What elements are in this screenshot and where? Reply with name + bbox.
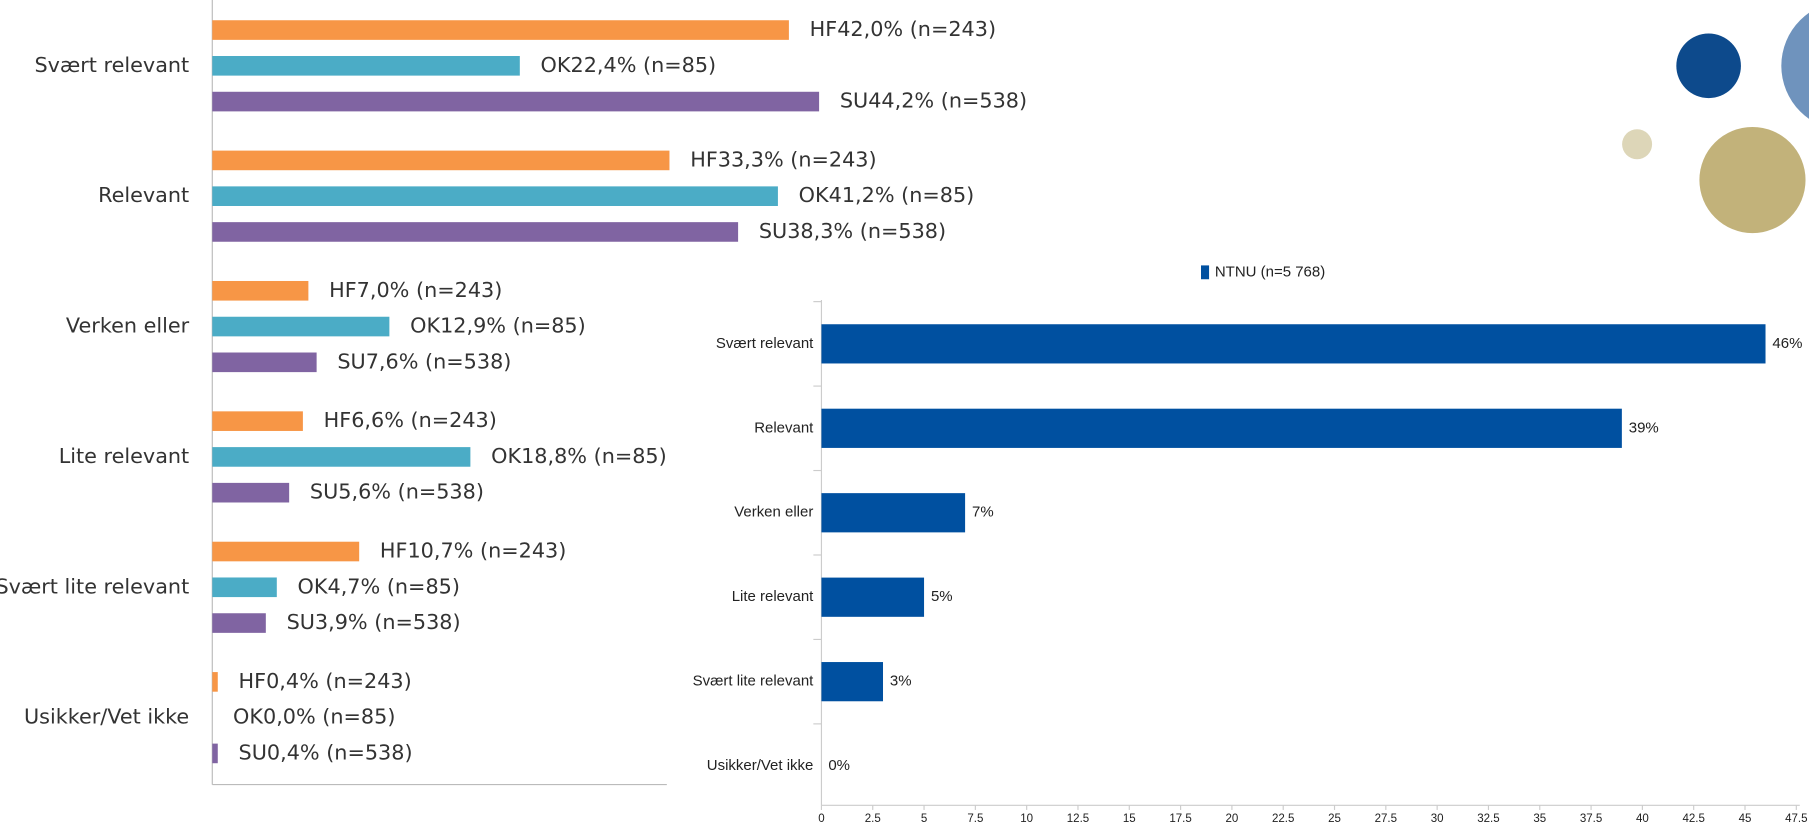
data-label: 46% (1772, 335, 1802, 352)
category-label: Relevant (754, 419, 814, 436)
category-label: Verken eller (734, 504, 813, 521)
bar (821, 493, 966, 533)
x-tick-label: 7.5 (967, 813, 983, 825)
bar (821, 324, 1766, 364)
legend-swatch (1201, 265, 1210, 280)
category-label: Svært lite relevant (0, 574, 189, 598)
bar (212, 222, 739, 242)
x-tick-label: 47.5 (1785, 813, 1807, 825)
bar (212, 316, 390, 337)
data-label: OK0,0% (n=85) (233, 705, 395, 729)
category-label: Relevant (98, 183, 189, 207)
x-tick-label: 22.5 (1272, 813, 1294, 825)
bar (212, 352, 317, 373)
x-tick-label: 37.5 (1580, 813, 1602, 825)
legend-label: NTNU (n=5 768) (1215, 263, 1325, 280)
bar (212, 743, 218, 764)
data-label: OK22,4% (n=85) (541, 53, 717, 77)
x-tick-label: 40 (1636, 813, 1649, 825)
category-label: Svært relevant (34, 53, 189, 77)
x-tick-label: 30 (1431, 813, 1444, 825)
data-label: SU3,9% (n=538) (287, 610, 461, 634)
bar (212, 56, 520, 76)
decor-circle (1676, 33, 1741, 99)
data-label: 3% (890, 673, 912, 690)
x-tick-label: 5 (921, 813, 927, 825)
data-label: SU44,2% (n=538) (840, 89, 1027, 113)
x-tick-label: 20 (1226, 813, 1239, 825)
decor-circle (1781, 12, 1809, 119)
data-label: HF10,7% (n=243) (380, 539, 566, 563)
bar (212, 672, 218, 692)
data-label: HF42,0% (n=243) (810, 17, 996, 41)
category-label: Verken eller (66, 314, 190, 338)
bar (821, 662, 884, 702)
data-label: 7% (972, 504, 994, 521)
bar (212, 20, 789, 40)
x-tick-label: 35 (1533, 813, 1546, 825)
data-label: SU38,3% (n=538) (759, 219, 946, 243)
data-label: HF33,3% (n=243) (690, 147, 876, 171)
x-tick-label: 27.5 (1375, 813, 1397, 825)
data-label: 0% (828, 757, 850, 774)
data-label: 39% (1629, 419, 1659, 436)
x-tick-label: 32.5 (1477, 813, 1499, 825)
data-label: HF0,4% (n=243) (239, 669, 412, 693)
bar (212, 482, 290, 503)
data-label: OK41,2% (n=85) (799, 183, 975, 207)
x-tick-label: 0 (818, 813, 824, 825)
x-tick-label: 2.5 (865, 813, 881, 825)
x-tick-label: 17.5 (1169, 813, 1191, 825)
decor-circle (1622, 129, 1653, 160)
bar (821, 408, 1622, 448)
data-label: OK4,7% (n=85) (298, 574, 460, 598)
bar (212, 280, 309, 301)
bar (212, 541, 360, 562)
bar (212, 577, 277, 598)
x-tick-label: 12.5 (1067, 813, 1089, 825)
data-label: SU0,4% (n=538) (239, 740, 413, 764)
data-label: SU7,6% (n=538) (337, 349, 511, 373)
data-label: OK18,8% (n=85) (491, 444, 667, 468)
x-tick-label: 45 (1739, 813, 1752, 825)
bar (212, 150, 670, 171)
data-label: HF6,6% (n=243) (324, 408, 497, 432)
x-tick-label: 25 (1328, 813, 1341, 825)
category-label: Lite relevant (732, 588, 814, 605)
category-label: Lite relevant (59, 444, 189, 468)
x-tick-label: 10 (1020, 813, 1033, 825)
bar (821, 577, 925, 617)
category-label: Usikker/Vet ikke (707, 757, 814, 774)
bar (212, 411, 303, 431)
category-label: Usikker/Vet ikke (24, 705, 189, 729)
data-label: SU5,6% (n=538) (310, 480, 484, 504)
category-label: Svært lite relevant (693, 673, 815, 690)
x-tick-label: 15 (1123, 813, 1136, 825)
bar (212, 447, 471, 467)
x-tick-label: 42.5 (1682, 813, 1704, 825)
category-label: Svært relevant (716, 335, 814, 352)
bar (212, 91, 820, 112)
data-label: 5% (931, 588, 953, 605)
bar (212, 186, 778, 206)
data-label: OK12,9% (n=85) (410, 314, 586, 338)
data-label: HF7,0% (n=243) (329, 278, 502, 302)
bar (212, 613, 266, 633)
decor-circle (1699, 126, 1806, 234)
